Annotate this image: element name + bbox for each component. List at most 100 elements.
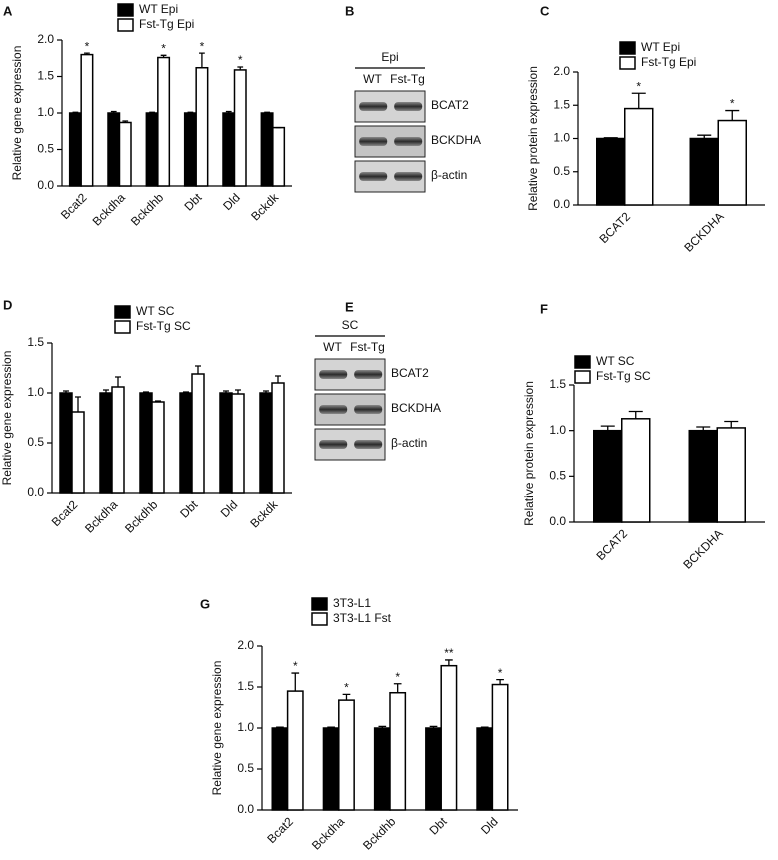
y-tick-label: 1.5	[549, 377, 566, 391]
y-tick-label: 2.0	[37, 32, 54, 46]
y-tick-label: 1.5	[27, 335, 44, 349]
x-tick-label: Bcat2	[264, 814, 296, 846]
bar	[222, 112, 236, 187]
lane-label: WT	[363, 72, 382, 86]
bar	[99, 392, 113, 494]
error-bar	[160, 54, 167, 58]
error-bar	[445, 659, 453, 666]
error-bar	[393, 683, 402, 693]
bar	[151, 401, 165, 494]
bar	[425, 727, 442, 811]
error-bar	[600, 425, 615, 431]
legend-label: 3T3-L1 Fst	[333, 611, 392, 625]
bar	[145, 112, 159, 187]
significance-mark: *	[636, 79, 641, 93]
bar	[80, 53, 94, 187]
x-tick-label: Dld	[478, 814, 501, 837]
legend-swatch	[114, 305, 131, 319]
error-bar	[697, 134, 712, 139]
error-bar	[696, 426, 711, 431]
y-tick-label: 1.5	[37, 69, 54, 83]
bar	[688, 429, 718, 523]
error-bar	[264, 111, 270, 113]
y-tick-label: 0.0	[27, 485, 44, 499]
x-tick-label: Bckdha	[90, 190, 128, 228]
bar	[107, 112, 121, 187]
blot-band	[354, 405, 383, 414]
bar	[68, 112, 82, 187]
bar	[322, 727, 340, 811]
group-label: SC	[342, 318, 359, 332]
significance-mark: *	[730, 97, 735, 111]
bar	[260, 112, 274, 187]
bar	[621, 418, 651, 523]
band-label: β-actin	[391, 436, 427, 450]
error-bar	[291, 672, 300, 692]
y-tick-label: 1.0	[27, 385, 44, 399]
x-tick-label: Bckdha	[309, 814, 347, 852]
panel-label: E	[345, 299, 354, 314]
error-bar	[378, 725, 387, 728]
bar	[491, 683, 509, 811]
error-bar	[115, 376, 121, 387]
band-label: BCAT2	[391, 366, 429, 380]
legend-swatch	[311, 612, 328, 626]
bar	[59, 392, 73, 494]
error-bar	[327, 726, 335, 728]
x-tick-label: Dld	[220, 190, 243, 213]
legend-swatch	[619, 41, 636, 55]
bar	[195, 66, 209, 187]
blot-band	[359, 172, 388, 181]
x-tick-label: BCAT2	[593, 526, 630, 563]
group-label: Epi	[381, 50, 398, 64]
blot-band	[319, 370, 348, 379]
y-tick-label: 2.0	[553, 64, 570, 78]
bar	[111, 386, 125, 494]
lane-label: Fst-Tg	[350, 340, 385, 354]
x-tick-label: Bcat2	[49, 497, 81, 529]
error-bar	[84, 52, 90, 55]
x-tick-label: Bcat2	[58, 190, 90, 222]
error-bar	[631, 92, 646, 109]
y-axis-title: Relative gene expression	[210, 661, 224, 796]
error-bar	[725, 109, 740, 121]
legend-label: WT Epi	[641, 40, 680, 54]
y-tick-label: 1.5	[553, 97, 570, 111]
significance-mark: *	[395, 670, 400, 684]
x-tick-label: Dbt	[177, 497, 201, 521]
legend-swatch	[117, 18, 134, 32]
band-label: β-actin	[431, 168, 467, 182]
bar	[139, 392, 153, 494]
error-bar	[149, 111, 155, 113]
bar	[179, 392, 193, 494]
bar	[717, 119, 747, 206]
lane-label: WT	[323, 340, 342, 354]
lane-label: Fst-Tg	[390, 72, 425, 86]
panel-label: D	[3, 297, 12, 312]
significance-mark: *	[161, 42, 166, 56]
bar	[272, 126, 286, 187]
legend-swatch	[619, 56, 636, 70]
y-tick-label: 1.0	[549, 423, 566, 437]
panel-label: B	[345, 3, 354, 18]
bar	[593, 429, 623, 523]
legend-label: Fst-Tg Epi	[139, 17, 194, 31]
legend-swatch	[574, 370, 591, 384]
y-tick-label: 0.0	[237, 802, 254, 816]
error-bar	[75, 396, 81, 412]
significance-mark: *	[238, 53, 243, 67]
panel-label: F	[540, 301, 548, 316]
error-bar	[199, 52, 205, 68]
legend-label: WT SC	[136, 304, 175, 318]
legend-label: WT Epi	[139, 2, 178, 16]
error-bar	[225, 110, 232, 113]
x-tick-label: Bckdhb	[122, 497, 160, 535]
y-axis-title: Relative gene expression	[10, 46, 24, 181]
y-axis-title: Relative gene expression	[0, 351, 14, 486]
blot-band	[354, 370, 383, 379]
error-bar	[496, 678, 504, 685]
bar	[716, 427, 746, 523]
error-bar	[223, 390, 229, 393]
bar	[476, 727, 494, 811]
